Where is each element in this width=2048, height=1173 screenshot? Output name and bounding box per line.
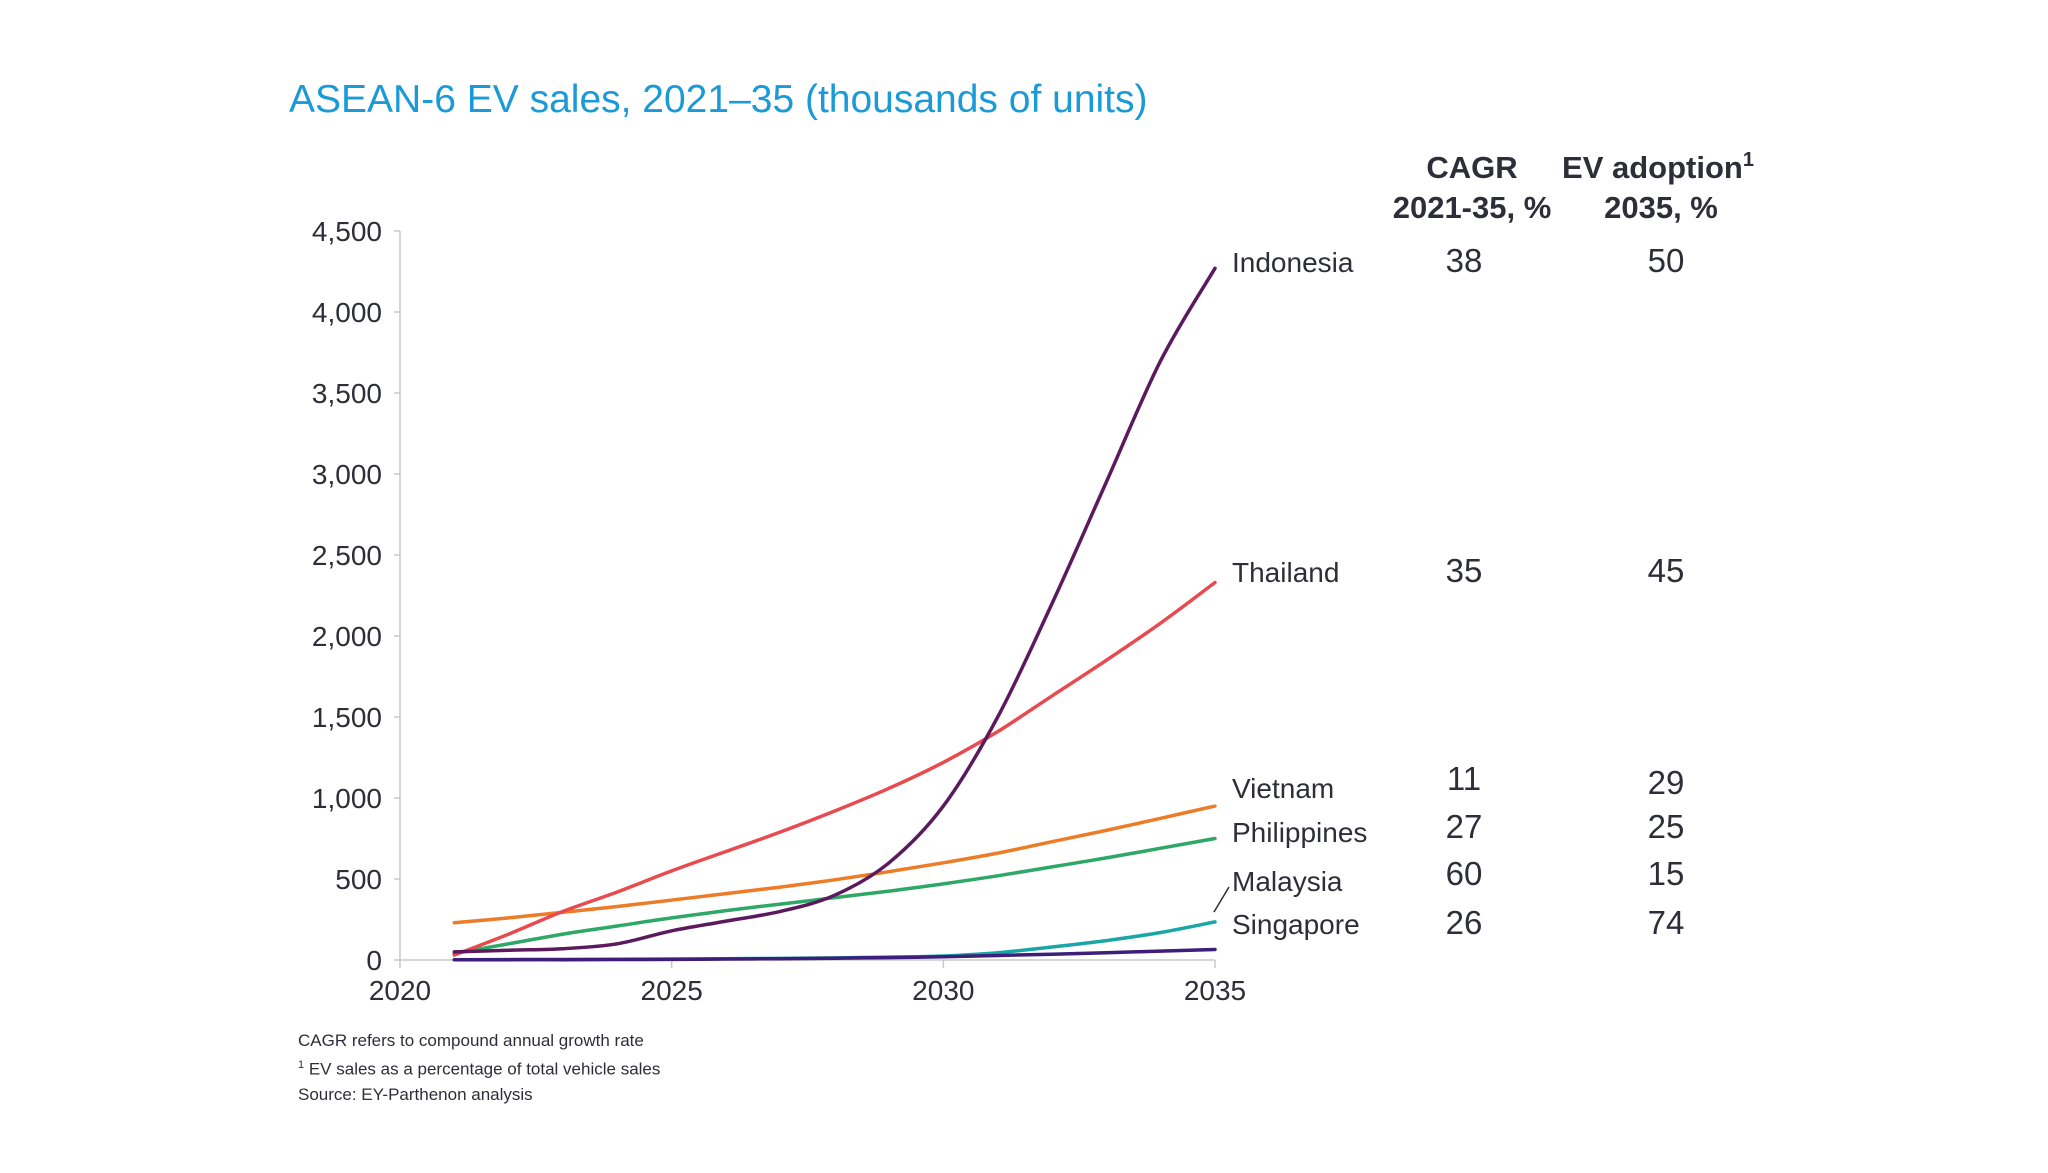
note-adoption: 1 EV sales as a percentage of total vehi… xyxy=(298,1053,660,1082)
series-label-indonesia: Indonesia xyxy=(1232,247,1354,278)
series-label-vietnam: Vietnam xyxy=(1232,773,1334,804)
adoption-header-line1: EV adoption1 xyxy=(1562,149,1754,185)
series-line-thailand xyxy=(452,580,1217,957)
y-tick-label: 3,500 xyxy=(312,378,382,409)
axes: 0 500 1,000 1,500 2,000 2,500 3,000 3,500 4,000 4… xyxy=(312,216,1246,1006)
series-lines xyxy=(452,266,1217,962)
adoption-header-footnote: 1 xyxy=(1743,149,1754,171)
cagr-value-philippines: 27 xyxy=(1446,808,1483,845)
x-tick-label: 2020 xyxy=(369,975,431,1006)
series-label-philippines: Philippines xyxy=(1232,817,1367,848)
cagr-value-malaysia: 60 xyxy=(1446,855,1483,892)
cagr-value-vietnam: 11 xyxy=(1447,760,1481,797)
adoption-header-text: EV adoption xyxy=(1562,150,1743,185)
series-label-singapore: Singapore xyxy=(1232,909,1360,940)
series-line-singapore xyxy=(452,947,1217,962)
adoption-value-indonesia: 50 xyxy=(1648,242,1685,279)
y-tick-label: 4,500 xyxy=(312,216,382,247)
y-tick-label: 500 xyxy=(335,864,382,895)
y-tick-label: 4,000 xyxy=(312,297,382,328)
table-header: CAGR 2021-35, % EV adoption1 2035, % xyxy=(1393,149,1754,225)
y-tick-label: 1,000 xyxy=(312,783,382,814)
note-adoption-marker: 1 xyxy=(298,1059,305,1071)
note-cagr: CAGR refers to compound annual growth ra… xyxy=(298,1031,644,1050)
cagr-value-singapore: 26 xyxy=(1446,904,1483,941)
x-tick-label: 2035 xyxy=(1184,975,1246,1006)
cagr-header-line1: CAGR xyxy=(1426,150,1517,185)
adoption-value-malaysia: 15 xyxy=(1648,855,1685,892)
cagr-value-indonesia: 38 xyxy=(1446,242,1483,279)
x-tick-label: 2025 xyxy=(641,975,703,1006)
x-tick-label: 2030 xyxy=(912,975,974,1006)
note-adoption-text: EV sales as a percentage of total vehicl… xyxy=(304,1059,661,1079)
adoption-value-philippines: 25 xyxy=(1648,808,1685,845)
note-source: Source: EY-Parthenon analysis xyxy=(298,1084,533,1104)
series-line-philippines xyxy=(452,836,1217,956)
series-label-thailand: Thailand xyxy=(1232,557,1339,588)
series-line-indonesia xyxy=(452,266,1217,954)
adoption-header-line2: 2035, % xyxy=(1604,190,1718,225)
adoption-value-singapore: 74 xyxy=(1648,904,1685,941)
series-label-malaysia: Malaysia xyxy=(1232,866,1343,897)
footnotes: CAGR refers to compound annual growth ra… xyxy=(298,1028,660,1107)
cagr-header-line2: 2021-35, % xyxy=(1393,190,1552,225)
chart-title: ASEAN-6 EV sales, 2021–35 (thousands of … xyxy=(289,78,1148,121)
y-tick-label: 0 xyxy=(366,945,382,976)
series-line-vietnam xyxy=(452,804,1217,925)
adoption-value-thailand: 45 xyxy=(1648,552,1685,589)
y-tick-label: 1,500 xyxy=(312,702,382,733)
y-tick-label: 2,000 xyxy=(312,621,382,652)
y-tick-label: 3,000 xyxy=(312,459,382,490)
adoption-value-vietnam: 29 xyxy=(1648,764,1685,801)
malaysia-leader-line xyxy=(1213,886,1230,913)
series-labels: Indonesia Thailand Vietnam Philippines Malay… xyxy=(1213,247,1367,940)
cagr-value-thailand: 35 xyxy=(1446,552,1483,589)
table-values: 38 50 35 45 11 29 27 25 60 15 26 74 xyxy=(1446,242,1685,941)
y-tick-label: 2,500 xyxy=(312,540,382,571)
